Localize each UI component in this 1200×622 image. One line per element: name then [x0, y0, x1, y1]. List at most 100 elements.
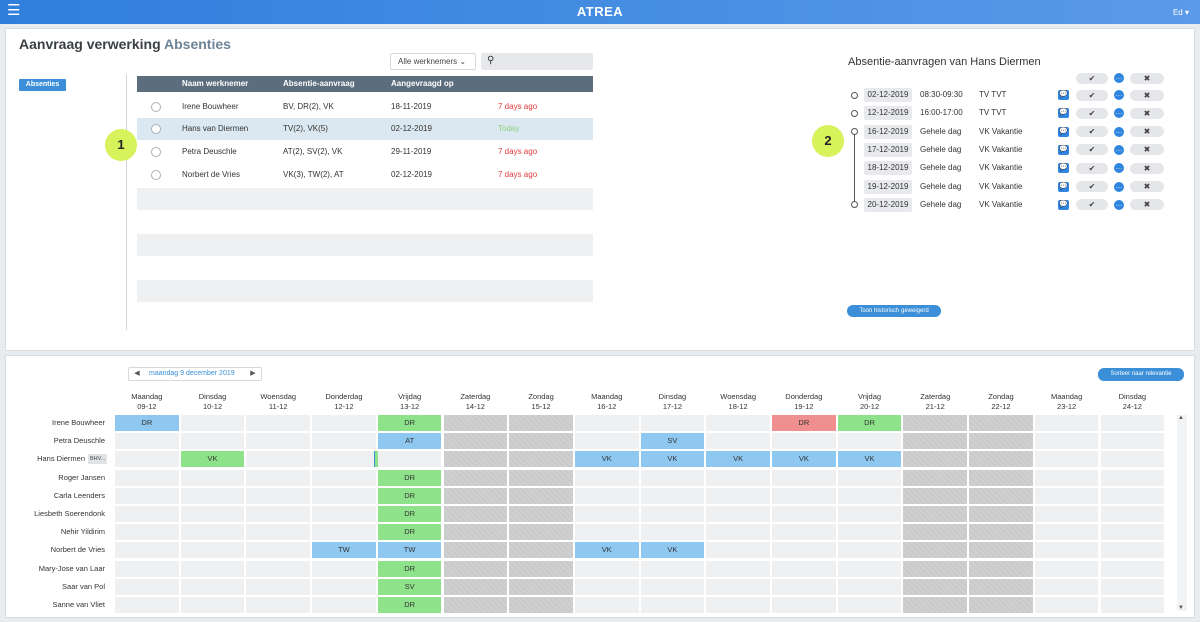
planner-cell[interactable]: [509, 487, 573, 504]
planner-cell[interactable]: [706, 469, 770, 486]
planner-cell[interactable]: [509, 506, 573, 522]
planner-cell[interactable]: [640, 578, 705, 595]
planner-cell[interactable]: [969, 524, 1033, 541]
scroll-up-icon[interactable]: ▲: [1178, 415, 1184, 421]
planner-cell[interactable]: [443, 433, 508, 450]
planner-cell[interactable]: [312, 560, 376, 577]
absence-event[interactable]: DR: [772, 415, 836, 431]
planner-cell[interactable]: [443, 542, 508, 559]
table-row[interactable]: Hans van Diermen TV(2), VK(5) 02-12-2019 To…: [137, 118, 593, 140]
planner-cell[interactable]: [180, 524, 245, 541]
planner-cell[interactable]: [443, 415, 508, 431]
approve-button[interactable]: ✔: [1076, 89, 1108, 101]
planner-cell[interactable]: [772, 597, 836, 613]
row-radio[interactable]: [151, 147, 161, 157]
absence-event[interactable]: TW: [312, 542, 376, 559]
planner-cell[interactable]: [969, 560, 1033, 577]
planner-cell[interactable]: [772, 487, 836, 504]
planner-cell[interactable]: [1034, 415, 1099, 431]
planner-cell[interactable]: [246, 506, 311, 522]
planner-cell[interactable]: [574, 415, 639, 431]
planner-cell[interactable]: [1100, 542, 1165, 559]
planner-cell[interactable]: [509, 597, 573, 613]
more-icon[interactable]: …: [1114, 108, 1124, 119]
absence-event[interactable]: DR: [377, 597, 442, 613]
planner-cell[interactable]: [574, 597, 639, 613]
planner-cell[interactable]: [837, 506, 902, 522]
hamburger-icon[interactable]: ☰: [7, 2, 21, 19]
scrollbar[interactable]: ▲ ▼: [1177, 415, 1187, 611]
planner-cell[interactable]: [115, 451, 179, 468]
more-icon[interactable]: …: [1114, 126, 1124, 137]
absence-event[interactable]: VK: [772, 451, 836, 468]
scroll-down-icon[interactable]: ▼: [1178, 605, 1184, 611]
planner-cell[interactable]: [772, 469, 836, 486]
planner-cell[interactable]: [115, 560, 179, 577]
planner-cell[interactable]: [509, 560, 573, 577]
approve-all-button[interactable]: ✔: [1076, 73, 1108, 84]
planner-cell[interactable]: [312, 597, 376, 613]
absence-event[interactable]: TW: [377, 542, 442, 559]
planner-cell[interactable]: [969, 469, 1033, 486]
planner-cell[interactable]: [969, 597, 1033, 613]
planner-cell[interactable]: [312, 469, 376, 486]
employee-filter-dropdown[interactable]: Alle werknemers ⌄: [390, 53, 476, 70]
planner-cell[interactable]: [772, 542, 836, 559]
planner-cell[interactable]: [706, 524, 770, 541]
planner-cell[interactable]: [1100, 415, 1165, 431]
chat-icon[interactable]: 💬: [1058, 163, 1069, 174]
planner-cell[interactable]: [837, 469, 902, 486]
row-radio[interactable]: [151, 170, 161, 180]
planner-cell[interactable]: [246, 578, 311, 595]
planner-cell[interactable]: [443, 560, 508, 577]
chat-icon[interactable]: 💬: [1058, 90, 1069, 100]
planner-cell[interactable]: [706, 597, 770, 613]
approve-button[interactable]: ✔: [1076, 162, 1108, 174]
absence-event[interactable]: SV: [377, 578, 442, 595]
planner-cell[interactable]: [246, 524, 311, 541]
planner-cell[interactable]: [443, 469, 508, 486]
planner-cell[interactable]: [969, 542, 1033, 559]
planner-cell[interactable]: [312, 524, 376, 541]
planner-cell[interactable]: [903, 597, 968, 613]
planner-cell[interactable]: [640, 415, 705, 431]
planner-cell[interactable]: [969, 506, 1033, 522]
table-row[interactable]: Norbert de Vries VK(3), TW(2), AT 02-12-20…: [137, 164, 593, 186]
absence-event[interactable]: VK: [574, 451, 639, 468]
planner-cell[interactable]: [903, 433, 968, 450]
planner-cell[interactable]: [969, 451, 1033, 468]
planner-cell[interactable]: [574, 433, 639, 450]
planner-cell[interactable]: [706, 560, 770, 577]
planner-cell[interactable]: [903, 415, 968, 431]
absence-event[interactable]: VK: [837, 451, 902, 468]
planner-cell[interactable]: [1034, 597, 1099, 613]
planner-cell[interactable]: [969, 487, 1033, 504]
planner-cell[interactable]: [509, 524, 573, 541]
planner-cell[interactable]: [640, 597, 705, 613]
planner-cell[interactable]: [1100, 506, 1165, 522]
planner-cell[interactable]: [115, 433, 179, 450]
planner-cell[interactable]: [443, 524, 508, 541]
more-icon[interactable]: …: [1114, 199, 1124, 210]
planner-cell[interactable]: [180, 542, 245, 559]
planner-cell[interactable]: [903, 451, 968, 468]
planner-cell[interactable]: [312, 487, 376, 504]
absence-event[interactable]: VK: [180, 451, 245, 468]
planner-cell[interactable]: [903, 469, 968, 486]
absence-event[interactable]: VK: [640, 542, 705, 559]
planner-cell[interactable]: [1100, 469, 1165, 486]
row-radio[interactable]: [151, 124, 161, 134]
absence-event[interactable]: DR: [377, 506, 442, 522]
absence-event[interactable]: AT: [377, 433, 442, 450]
planner-cell[interactable]: [772, 506, 836, 522]
prev-arrow-icon[interactable]: ◀: [134, 370, 140, 377]
planner-cell[interactable]: [115, 578, 179, 595]
planner-cell[interactable]: [903, 560, 968, 577]
reject-button[interactable]: ✖: [1130, 181, 1164, 192]
reject-button[interactable]: ✖: [1130, 126, 1164, 138]
planner-cell[interactable]: [574, 487, 639, 504]
planner-cell[interactable]: [246, 433, 311, 450]
planner-cell[interactable]: [443, 578, 508, 595]
planner-cell[interactable]: [706, 506, 770, 522]
planner-cell[interactable]: [1034, 560, 1099, 577]
